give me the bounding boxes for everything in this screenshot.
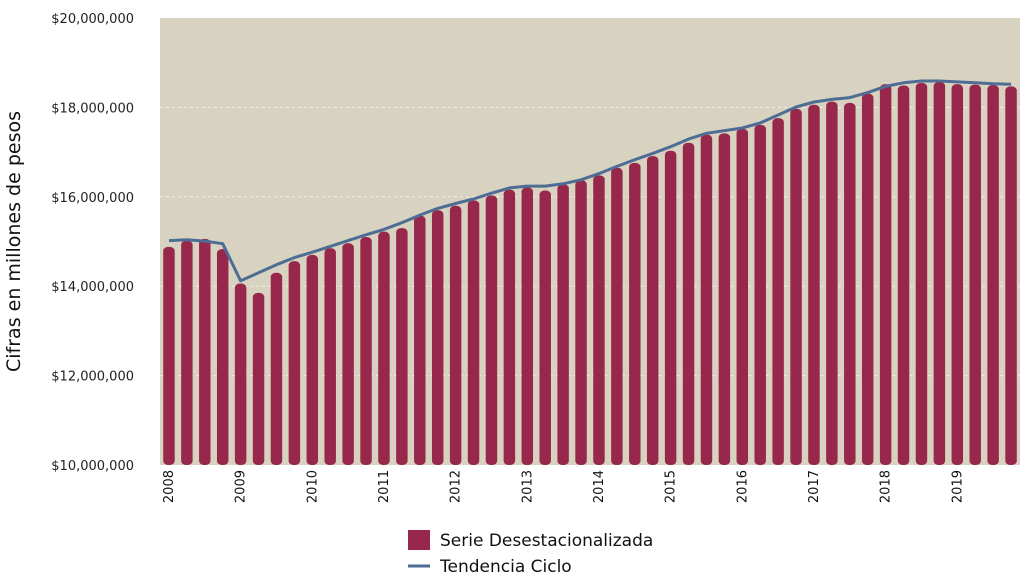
bar — [521, 187, 534, 465]
x-tick-label: 2017 — [807, 470, 822, 503]
bar — [199, 238, 211, 465]
bar — [306, 254, 319, 465]
bar — [915, 82, 928, 465]
bar — [969, 84, 981, 465]
bar — [342, 243, 354, 465]
bar — [826, 101, 838, 466]
y-tick-label: $16,000,000 — [51, 191, 134, 206]
bar — [629, 162, 641, 465]
bar — [808, 104, 820, 465]
y-tick-label: $12,000,000 — [51, 370, 134, 385]
legend-label-line: Tendencia Ciclo — [439, 557, 572, 577]
x-tick-label: 2013 — [520, 470, 535, 503]
bar — [396, 228, 408, 465]
bar — [754, 124, 766, 465]
trend-line — [168, 79, 1012, 283]
x-tick-label: 2010 — [305, 470, 320, 503]
bar — [324, 248, 336, 465]
bar — [181, 240, 193, 465]
bar — [252, 292, 265, 465]
bar — [270, 272, 283, 465]
bar — [790, 108, 802, 465]
bar — [557, 184, 569, 465]
y-tick-label: $14,000,000 — [51, 280, 134, 295]
x-tick-label: 2019 — [950, 470, 965, 503]
x-tick-label: 2008 — [162, 470, 177, 503]
x-tick-label: 2012 — [449, 470, 464, 503]
bar — [772, 118, 784, 466]
bar — [861, 93, 874, 465]
bar — [575, 180, 587, 466]
bar — [378, 231, 390, 465]
legend-label-bars: Serie Desestacionalizada — [440, 531, 653, 551]
bar — [664, 150, 677, 465]
bar — [234, 283, 247, 465]
bar — [951, 84, 964, 465]
bar — [700, 134, 713, 466]
bar — [593, 175, 605, 465]
x-tick-label: 2018 — [879, 470, 894, 503]
y-tick-label: $10,000,000 — [51, 459, 134, 474]
x-tick-label: 2014 — [592, 470, 607, 503]
legend-swatch-bars — [408, 530, 430, 550]
bar — [414, 215, 426, 465]
bar — [611, 167, 623, 465]
bar — [467, 200, 480, 465]
y-tick-label: $18,000,000 — [51, 101, 134, 116]
plot-background — [160, 18, 1020, 465]
bar-series — [163, 81, 1017, 466]
bar — [646, 156, 659, 466]
bar — [539, 190, 551, 466]
bar — [1005, 86, 1017, 466]
x-tick-label: 2016 — [735, 470, 750, 503]
line-series — [168, 79, 1012, 283]
bar — [933, 81, 946, 466]
y-tick-label: $20,000,000 — [51, 12, 134, 27]
y-axis-label: Cifras en millones de pesos — [3, 111, 25, 372]
bar — [163, 246, 175, 465]
x-tick-label: 2015 — [664, 470, 679, 503]
x-tick-label: 2011 — [377, 470, 392, 503]
bar — [360, 237, 372, 465]
bar — [879, 84, 892, 465]
legend: Serie Desestacionalizada Tendencia Ciclo — [408, 530, 653, 577]
bar — [216, 249, 229, 465]
bar — [449, 205, 462, 466]
bar — [736, 128, 749, 465]
bar — [485, 195, 498, 466]
bar — [844, 102, 856, 466]
bar — [503, 189, 516, 465]
gridlines — [160, 106, 1020, 377]
x-axis-ticks: 2008 2009 2010 2011 2012 2013 2014 2015 2016 2017… — [162, 470, 965, 503]
bar — [987, 85, 999, 466]
x-tick-label: 2009 — [234, 470, 249, 503]
bar — [431, 210, 444, 465]
bar — [682, 142, 695, 465]
bar — [897, 85, 910, 465]
bar — [288, 261, 301, 465]
bar — [718, 133, 731, 466]
y-axis-ticks: $10,000,000 $12,000,000 $14,000,000 $16,000… — [51, 12, 134, 474]
